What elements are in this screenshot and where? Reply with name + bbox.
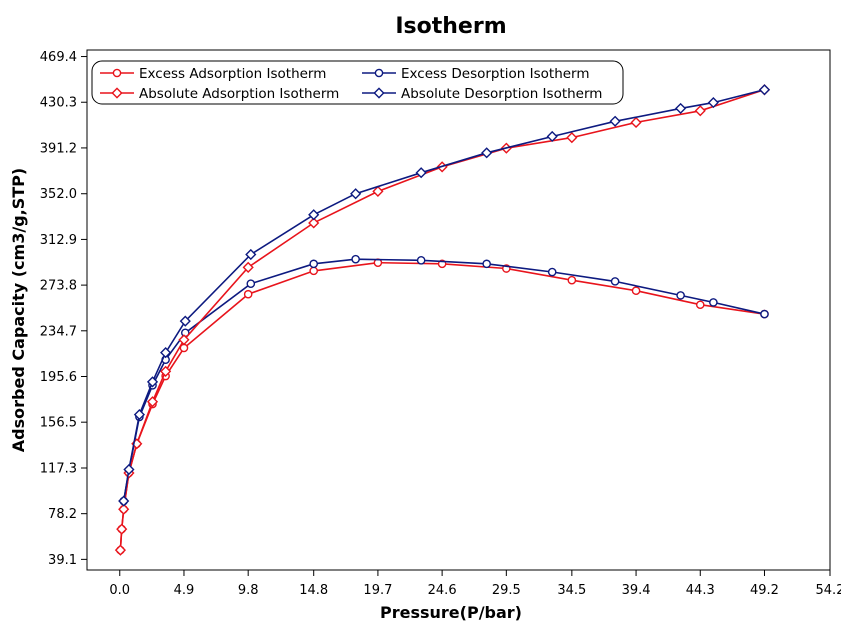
data-point [308, 217, 320, 229]
series-layer [114, 84, 771, 556]
chart-title: Isotherm [395, 14, 506, 39]
x-axis-label: Pressure(P/bar) [380, 603, 522, 622]
legend-swatch-marker [111, 87, 123, 99]
data-point [546, 130, 558, 143]
y-tick-label: 391.2 [40, 141, 77, 156]
data-point [694, 105, 706, 117]
legend-item: Absolute Adsorption Isotherm [100, 86, 339, 102]
x-tick-label: 54.2 [816, 583, 841, 598]
data-point [676, 291, 685, 300]
series-line [122, 88, 765, 502]
legend-box [91, 60, 624, 105]
data-point [547, 267, 557, 277]
series-0 [116, 258, 769, 555]
data-point [118, 503, 130, 515]
legend-label: Absolute Adsorption Isotherm [139, 86, 339, 102]
data-point [243, 289, 253, 299]
data-point [308, 209, 320, 221]
x-axis-ticks: 0.0 4.9 9.8 14.8 19.7 24.6 29.5 34.5 39.4 44.3 49.… [109, 570, 841, 598]
data-point [350, 188, 362, 200]
data-point [242, 261, 254, 273]
legend-label: Absolute Desorption Isotherm [401, 86, 602, 102]
data-point [309, 259, 319, 269]
data-point [179, 315, 191, 327]
legend-item: Excess Desorption Isotherm [362, 66, 590, 82]
data-point [160, 347, 172, 359]
x-tick-label: 0.0 [109, 583, 130, 598]
y-tick-label: 352.0 [40, 187, 77, 202]
data-point [695, 300, 705, 310]
x-tick-label: 39.4 [622, 583, 651, 598]
data-point [630, 116, 642, 129]
x-tick-label: 49.2 [750, 583, 779, 598]
y-tick-label: 469.4 [40, 50, 77, 65]
data-point [566, 132, 578, 144]
data-point [482, 259, 491, 269]
y-tick-label: 312.9 [40, 233, 77, 248]
data-point [123, 463, 135, 476]
legend-label: Excess Desorption Isotherm [401, 66, 590, 82]
data-point [146, 396, 159, 408]
data-point [709, 298, 718, 307]
data-point [133, 408, 146, 421]
y-tick-label: 39.1 [48, 553, 77, 568]
y-tick-label: 78.2 [48, 507, 77, 522]
y-tick-label: 195.6 [40, 370, 77, 385]
data-point [114, 544, 127, 556]
data-point [707, 96, 719, 109]
x-tick-label: 9.8 [238, 583, 259, 598]
legend-swatch-marker [374, 68, 384, 78]
data-point [631, 286, 641, 296]
data-point [760, 309, 769, 319]
data-point [415, 167, 427, 179]
data-point [567, 275, 577, 285]
y-tick-label: 117.3 [40, 461, 77, 476]
legend: Excess Adsorption Isotherm Excess Desorpt… [91, 60, 624, 105]
data-point [309, 266, 319, 276]
series-line [119, 261, 765, 551]
data-point [245, 248, 257, 261]
y-axis-label: Adsorbed Capacity (cm3/g,STP) [9, 168, 28, 452]
y-tick-label: 273.8 [40, 279, 77, 294]
x-tick-label: 44.3 [686, 583, 715, 598]
data-point [118, 495, 130, 507]
data-point [675, 102, 687, 115]
x-tick-label: 14.8 [299, 583, 328, 598]
data-point [178, 334, 190, 346]
series-line [122, 258, 765, 502]
legend-item: Excess Adsorption Isotherm [100, 66, 326, 82]
data-point [116, 523, 128, 535]
data-point [758, 84, 771, 96]
x-tick-label: 29.5 [492, 583, 521, 598]
data-point [416, 256, 426, 265]
y-tick-label: 430.3 [40, 96, 77, 111]
plot-frame [86, 49, 831, 571]
data-point [609, 115, 621, 127]
data-point [160, 365, 172, 377]
data-point [351, 254, 360, 264]
x-tick-label: 19.7 [363, 583, 392, 598]
series-3 [118, 84, 771, 507]
x-tick-label: 4.9 [174, 583, 195, 598]
x-tick-label: 24.6 [428, 583, 457, 598]
series-2 [114, 84, 771, 556]
legend-item: Absolute Desorption Isotherm [362, 86, 602, 102]
y-axis-ticks: 39.1 78.2 117.3 156.5 195.6 234.7 273.8 312.9 35… [40, 50, 87, 568]
series-1 [119, 254, 769, 506]
data-point [146, 376, 159, 388]
data-point [246, 279, 256, 289]
data-point [610, 277, 620, 286]
legend-swatch-marker [373, 87, 385, 99]
x-tick-label: 34.5 [557, 583, 586, 598]
data-point [372, 185, 384, 197]
legend-label: Excess Adsorption Isotherm [139, 66, 326, 82]
data-point [481, 147, 493, 159]
y-tick-label: 156.5 [40, 416, 77, 431]
y-tick-label: 234.7 [40, 324, 77, 339]
legend-swatch-marker [112, 68, 122, 78]
